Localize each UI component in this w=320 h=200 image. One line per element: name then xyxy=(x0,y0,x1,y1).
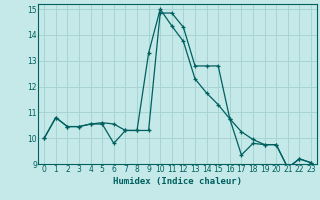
X-axis label: Humidex (Indice chaleur): Humidex (Indice chaleur) xyxy=(113,177,242,186)
